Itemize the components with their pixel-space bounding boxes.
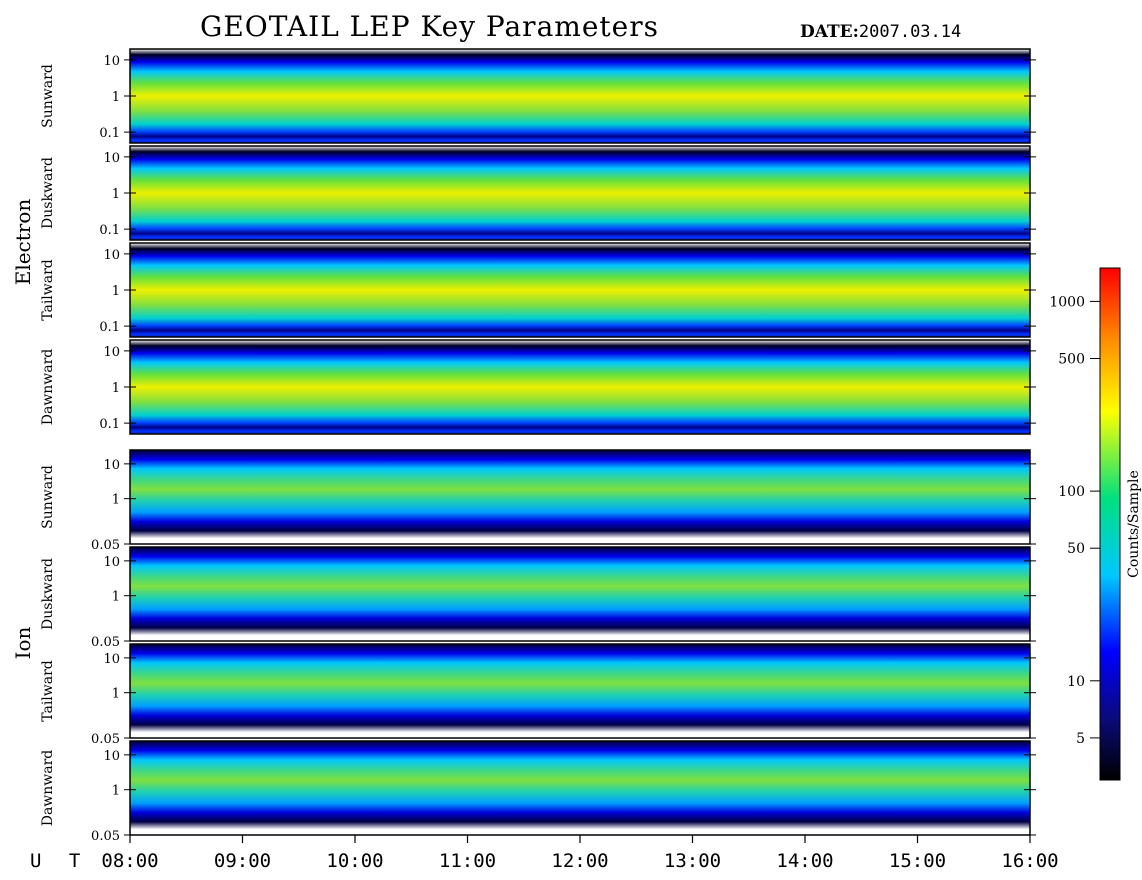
spectrogram-panel-ion-duskward: 10 1 0.05 Duskward (40, 546, 1036, 650)
colorbar-tick-label: 5 (1076, 731, 1085, 747)
date-label: DATE: (800, 22, 859, 42)
chart-title: GEOTAIL LEP Key Parameters (200, 10, 659, 43)
panel-direction-label: Duskward (40, 157, 56, 229)
panel-direction-label: Dawnward (40, 349, 56, 426)
colorbar-tick-label: 100 (1058, 484, 1085, 500)
spectrogram-fill (130, 547, 1030, 641)
y-tick-label: 10 (103, 555, 120, 570)
species-label-ion: Ion (11, 626, 35, 659)
x-tick-label: 10:00 (326, 850, 383, 872)
spectrogram-panel-electron-tailward: 10 1 0.1 Tailward (40, 242, 1036, 338)
spectrogram-panel-electron-duskward: 10 1 0.1 Duskward (40, 145, 1036, 241)
y-tick-label: 1 (112, 687, 120, 702)
y-tick-label: 0.05 (91, 635, 120, 650)
y-tick-label: 0.05 (91, 732, 120, 747)
spectrogram-fill (130, 450, 1030, 544)
y-tick-label: 10 (103, 652, 120, 667)
species-label-electron: Electron (11, 199, 35, 286)
y-tick-label: 10 (103, 458, 120, 473)
spectrogram-fill (130, 644, 1030, 738)
panel-direction-label: Dawnward (40, 750, 56, 827)
x-tick-label: 16:00 (1001, 850, 1058, 872)
spectrogram-panel-ion-dawnward: 10 1 0.05 Dawnward (40, 740, 1036, 844)
panel-direction-label: Tailward (40, 660, 56, 722)
y-tick-label: 1 (112, 590, 120, 605)
spectrogram-fill (130, 340, 1030, 434)
y-tick-label: 10 (103, 248, 120, 263)
panel-direction-label: Duskward (40, 558, 56, 630)
x-tick-label: 09:00 (214, 850, 271, 872)
y-tick-label: 0.1 (99, 417, 120, 432)
colorbar (1099, 267, 1121, 781)
y-tick-label: 0.1 (99, 126, 120, 141)
y-tick-label: 10 (103, 345, 120, 360)
spectrogram-panel-electron-sunward: 10 1 0.1 Sunward (40, 48, 1036, 144)
panel-direction-label: Sunward (40, 64, 56, 128)
x-tick-label: 12:00 (551, 850, 608, 872)
y-tick-label: 1 (112, 90, 120, 105)
x-axis-label: U T (30, 850, 88, 872)
x-tick-label: 13:00 (664, 850, 721, 872)
date-readout: DATE:2007.03.14 (800, 22, 961, 42)
y-tick-label: 1 (112, 187, 120, 202)
date-value: 2007.03.14 (858, 22, 962, 42)
panel-frame (129, 546, 1031, 642)
y-tick-label: 1 (112, 284, 120, 299)
y-tick-label: 10 (103, 749, 120, 764)
panel-frame (129, 643, 1031, 739)
spectrogram-fill (130, 243, 1030, 337)
y-tick-label: 0.05 (91, 538, 120, 553)
y-tick-label: 0.05 (91, 829, 120, 844)
colorbar-tick-label: 50 (1067, 541, 1085, 557)
spectrogram-panel-ion-tailward: 10 1 0.05 Tailward (40, 643, 1036, 747)
colorbar-label: Counts/Sample (1126, 470, 1142, 578)
spectrogram-fill (130, 49, 1030, 143)
x-tick-label: 15:00 (889, 850, 946, 872)
spectrogram-panel-ion-sunward: 10 1 0.05 Sunward (40, 449, 1036, 553)
y-tick-label: 0.1 (99, 223, 120, 238)
panel-direction-label: Tailward (40, 259, 56, 321)
panel-direction-label: Sunward (40, 465, 56, 529)
spectrogram-panel-electron-dawnward: 10 1 0.1 Dawnward (40, 339, 1036, 435)
x-tick-label: 14:00 (776, 850, 833, 872)
colorbar-tick-label: 500 (1058, 352, 1085, 368)
y-tick-label: 0.1 (99, 320, 120, 335)
colorbar-tick-label: 1000 (1049, 294, 1085, 310)
x-tick-label: 08:00 (101, 850, 158, 872)
spectrogram-fill (130, 741, 1030, 835)
y-tick-label: 1 (112, 493, 120, 508)
spectrogram-fill (130, 146, 1030, 240)
y-tick-label: 10 (103, 54, 120, 69)
colorbar-tick-label: 10 (1067, 674, 1085, 690)
x-tick-label: 11:00 (439, 850, 496, 872)
y-tick-label: 1 (112, 784, 120, 799)
y-tick-label: 1 (112, 381, 120, 396)
panel-frame (129, 449, 1031, 545)
y-tick-label: 10 (103, 151, 120, 166)
